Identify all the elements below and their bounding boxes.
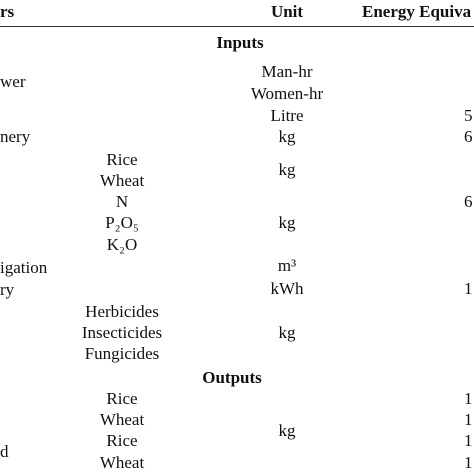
item: N bbox=[115, 192, 129, 211]
param: wer bbox=[0, 72, 26, 91]
unit: kg bbox=[278, 323, 296, 342]
param: nery bbox=[0, 127, 31, 146]
unit: Women-hr bbox=[250, 84, 324, 103]
unit: kg bbox=[278, 160, 296, 179]
item: Wheat bbox=[99, 171, 145, 190]
section-title: Inputs bbox=[216, 33, 264, 52]
energy: 6 bbox=[464, 192, 473, 211]
rule bbox=[0, 26, 474, 27]
energy: 6 bbox=[464, 127, 473, 146]
item: Rice bbox=[106, 389, 138, 408]
header-cell: rs bbox=[0, 2, 15, 21]
item: Herbicides bbox=[85, 302, 159, 321]
section-title: Outputs bbox=[202, 368, 262, 387]
item: Rice bbox=[106, 431, 138, 450]
header-cell: Unit bbox=[270, 2, 304, 21]
energy: 1 bbox=[464, 389, 473, 408]
unit: m³ bbox=[277, 256, 297, 275]
item: Insecticides bbox=[81, 323, 163, 342]
energy: 1 bbox=[464, 453, 473, 472]
item: Wheat bbox=[99, 453, 145, 472]
unit: Litre bbox=[270, 106, 304, 125]
unit: kg bbox=[278, 421, 296, 440]
param: igation bbox=[0, 258, 48, 277]
energy: 5 bbox=[464, 106, 473, 125]
energy: 1 bbox=[464, 410, 473, 429]
unit: Man-hr bbox=[261, 62, 313, 81]
unit: kg bbox=[278, 127, 296, 146]
param: ry bbox=[0, 280, 15, 299]
energy: 1 bbox=[464, 431, 473, 450]
param: d bbox=[0, 442, 9, 461]
item: Wheat bbox=[99, 410, 145, 429]
unit: kg bbox=[278, 213, 296, 232]
energy: 1 bbox=[464, 279, 473, 298]
header-cell: Energy Equiva bbox=[362, 2, 472, 21]
item: Rice bbox=[106, 150, 138, 169]
item: Fungicides bbox=[84, 344, 160, 363]
item: K₂O bbox=[106, 235, 138, 254]
unit: kWh bbox=[270, 279, 304, 298]
item: P₂O₅ bbox=[105, 213, 139, 232]
